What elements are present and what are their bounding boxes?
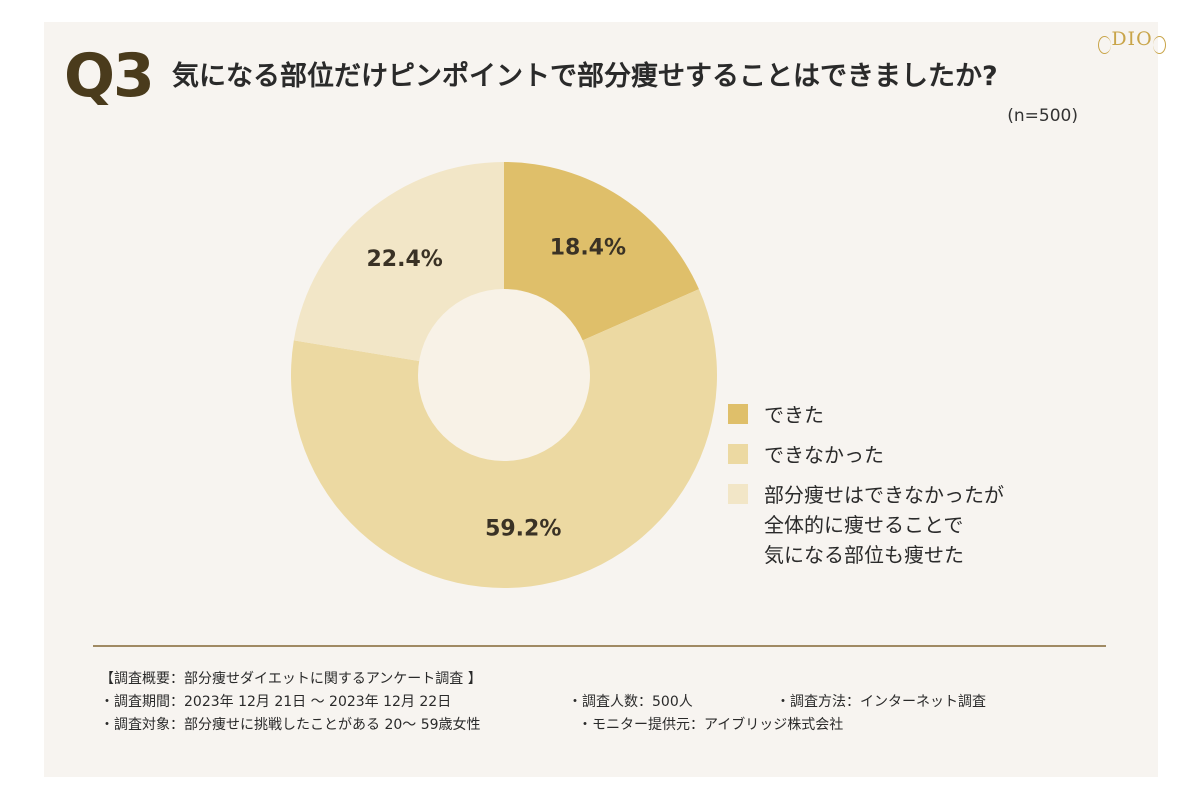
legend-item: できた [728,400,1004,430]
slice-value-label: 18.4% [550,235,626,260]
slice-value-label: 22.4% [367,247,443,272]
survey-respondents: ・調査人数：500人 [568,694,693,710]
legend-label: 部分痩せはできなかったが 全体的に痩せることで 気になる部位も痩せた [764,483,1004,567]
logo-mark: DIO [1111,28,1153,50]
legend-swatch [728,404,748,424]
legend-label: できた [764,403,824,427]
logo-wing-right-icon [1153,36,1166,54]
donut-chart: 18.4% 59.2% 22.4% [291,162,717,588]
legend-item: できなかった [728,440,1004,470]
legend-swatch [728,484,748,504]
donut-hole [418,289,590,461]
question-title: 気になる部位だけピンポイントで部分痩せすることはできましたか? [172,61,998,92]
legend-item: 部分痩せはできなかったが 全体的に痩せることで 気になる部位も痩せた [728,480,1004,570]
survey-period: ・調査期間：2023年 12月 21日 ～ 2023年 12月 22日 [100,694,452,710]
question-number: Q3 [64,41,155,111]
legend-label: できなかった [764,443,884,467]
survey-title: 【調査概要：部分痩せダイエットに関するアンケート調査 】 [100,671,482,687]
slice-value-label: 59.2% [485,516,561,541]
survey-provider: ・モニター提供元：アイブリッジ株式会社 [578,717,844,733]
survey-method: ・調査方法：インターネット調査 [776,694,986,710]
sample-size: (n=500) [1007,106,1078,126]
legend: できた できなかった 部分痩せはできなかったが 全体的に痩せることで 気になる部… [728,400,1004,580]
legend-swatch [728,444,748,464]
logo-wing-left-icon [1098,36,1111,54]
divider [93,645,1106,647]
survey-target: ・調査対象：部分痩せに挑戦したことがある 20～ 59歳女性 [100,717,481,733]
brand-logo: DIO [1096,28,1168,68]
